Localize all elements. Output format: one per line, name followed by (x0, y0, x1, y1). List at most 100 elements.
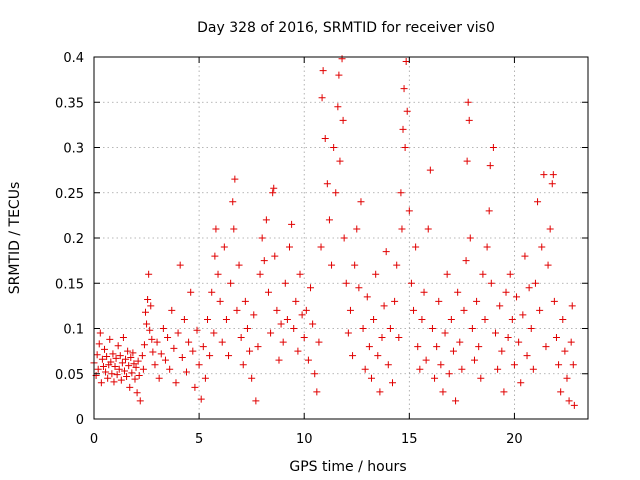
data-point (519, 311, 527, 319)
data-point (111, 363, 119, 371)
data-point (447, 315, 455, 323)
data-point (220, 243, 228, 251)
data-point (119, 334, 127, 342)
data-point (513, 293, 521, 301)
data-point (361, 365, 369, 373)
gridlines (94, 57, 588, 419)
data-point (258, 234, 266, 242)
data-point (321, 134, 329, 142)
data-point (193, 326, 201, 334)
data-point (315, 338, 323, 346)
data-point (168, 306, 176, 314)
data-point (97, 379, 105, 387)
y-tick-label: 0.1 (63, 323, 84, 338)
data-point (146, 326, 154, 334)
data-point (123, 372, 131, 380)
data-point (129, 349, 137, 357)
data-point (124, 347, 132, 355)
data-point (104, 374, 112, 382)
data-point (477, 374, 485, 382)
data-point (500, 388, 508, 396)
data-point (521, 252, 529, 260)
data-point (398, 225, 406, 233)
data-point (187, 288, 195, 296)
data-point (412, 243, 420, 251)
data-point (489, 144, 497, 151)
data-point (393, 261, 401, 269)
data-point (465, 116, 473, 124)
data-point (130, 360, 138, 368)
data-point (496, 302, 504, 310)
data-point (355, 284, 363, 292)
data-point (378, 334, 386, 342)
data-point (132, 363, 140, 371)
data-point (335, 71, 343, 79)
x-tick-label: 10 (296, 432, 313, 447)
data-point (149, 348, 157, 356)
data-point (298, 311, 306, 319)
x-tick-label: 15 (401, 432, 418, 447)
data-point (182, 368, 190, 376)
data-point (277, 320, 285, 328)
data-point (135, 372, 143, 380)
y-tick-label: 0.15 (55, 277, 84, 292)
y-axis-label: SRMTID / TECUs (7, 182, 23, 295)
data-point (400, 85, 408, 93)
data-point (189, 347, 197, 355)
data-point (389, 379, 397, 387)
data-point (570, 401, 578, 409)
data-point (498, 347, 506, 355)
data-point (550, 297, 558, 305)
data-point (486, 162, 494, 170)
data-point (127, 353, 135, 361)
y-tick-label: 0.4 (63, 51, 84, 66)
data-point (210, 329, 218, 337)
data-point (523, 352, 531, 360)
y-tick-label: 0.3 (63, 142, 84, 157)
data-point (267, 329, 275, 337)
data-point (159, 325, 167, 332)
data-point (420, 288, 428, 296)
data-point (397, 189, 405, 197)
data-point (180, 315, 188, 323)
data-point (386, 325, 394, 332)
data-point (510, 361, 518, 369)
y-tick-label: 0.25 (55, 187, 84, 202)
data-point (201, 374, 209, 382)
data-point (99, 363, 107, 371)
data-point (458, 365, 466, 373)
data-point (136, 397, 144, 405)
data-point (148, 335, 156, 343)
data-point (264, 288, 272, 296)
data-point (487, 279, 495, 287)
data-point (435, 297, 443, 305)
data-point (426, 166, 434, 174)
data-point (302, 306, 310, 314)
data-point (540, 171, 548, 179)
data-point (546, 225, 554, 233)
data-point (128, 369, 136, 377)
data-point (296, 270, 304, 278)
data-point (454, 288, 462, 296)
data-point (250, 311, 258, 319)
data-point (120, 367, 128, 375)
data-point (552, 334, 560, 342)
data-point (237, 334, 245, 342)
data-point (367, 374, 375, 382)
data-point (468, 325, 476, 332)
data-point (334, 103, 342, 111)
data-point (319, 67, 327, 75)
data-point (227, 279, 235, 287)
data-point (195, 361, 203, 369)
data-point (318, 94, 326, 102)
data-point (548, 180, 556, 188)
data-point (311, 370, 319, 378)
data-point (470, 356, 478, 364)
data-point (143, 320, 151, 328)
data-point (328, 261, 336, 269)
data-point (344, 329, 352, 337)
data-point (508, 315, 516, 323)
y-tick-label: 0.05 (55, 368, 84, 383)
data-point (138, 352, 146, 360)
data-point (349, 352, 357, 360)
